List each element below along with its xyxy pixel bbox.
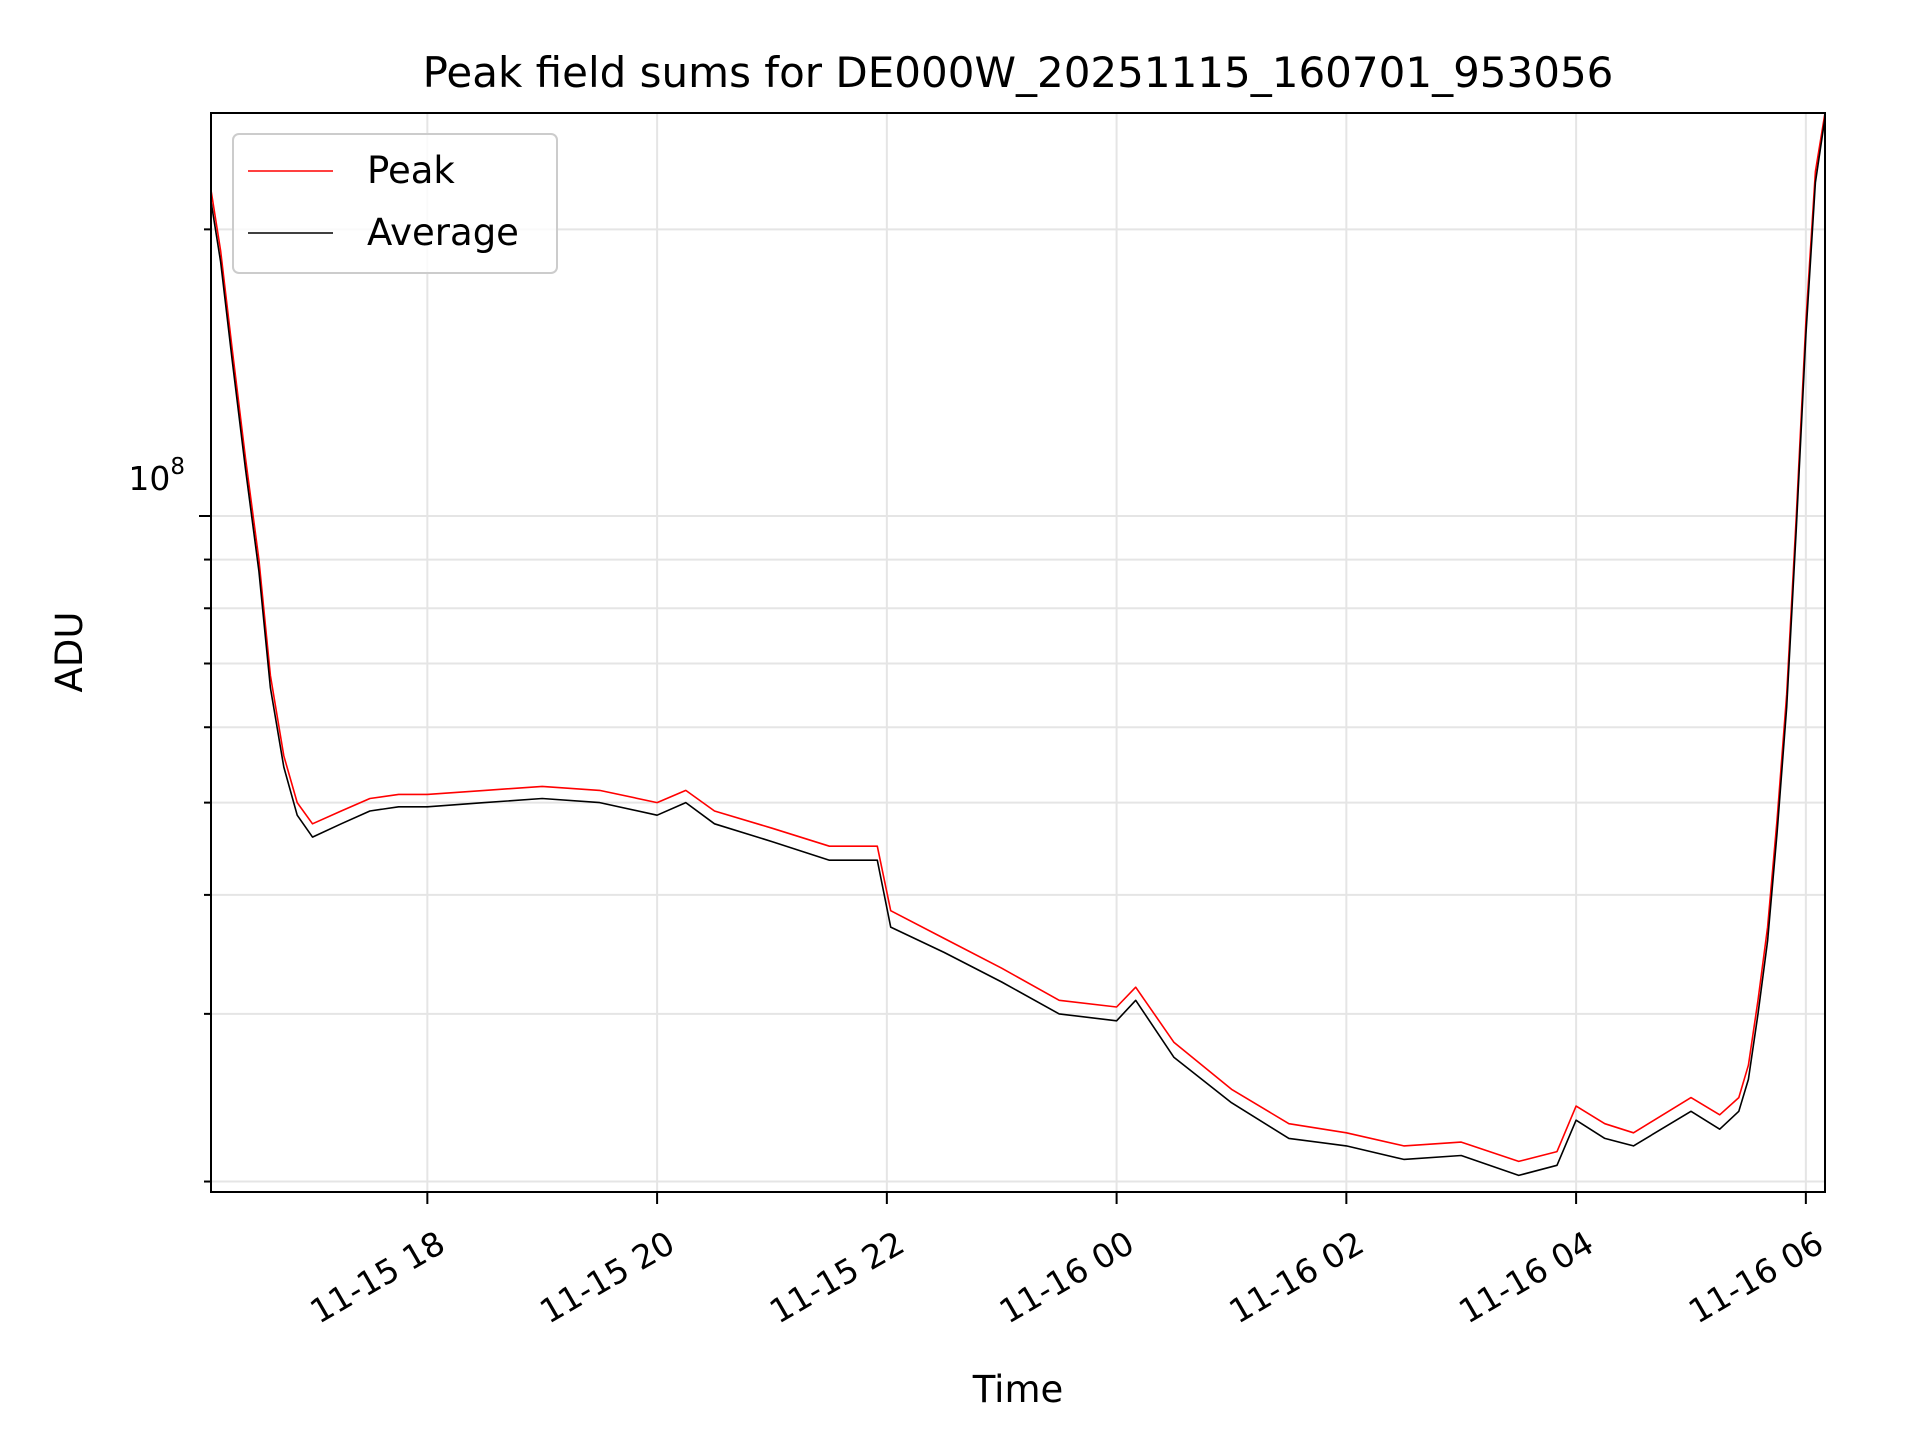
axis-ticks xyxy=(199,228,1807,1204)
x-axis-label: Time xyxy=(972,1368,1064,1411)
y-tick-base: 10 xyxy=(128,459,170,498)
series-line-average xyxy=(210,117,1826,1177)
plot-frame xyxy=(210,112,1826,1193)
series-line-peak xyxy=(210,112,1826,1163)
legend-label-peak: Peak xyxy=(367,149,455,192)
series-layer xyxy=(210,112,1826,1177)
legend: Peak Average xyxy=(232,133,558,274)
grid-lines xyxy=(211,113,1825,1192)
y-axis-label: ADU xyxy=(48,612,91,693)
legend-label-average: Average xyxy=(367,211,519,254)
chart-title: Peak field sums for DE000W_20251115_1607… xyxy=(423,48,1614,97)
y-tick-exponent: 8 xyxy=(170,454,185,480)
legend-box xyxy=(232,133,558,274)
y-tick-label-1e8: 108 xyxy=(128,454,185,498)
